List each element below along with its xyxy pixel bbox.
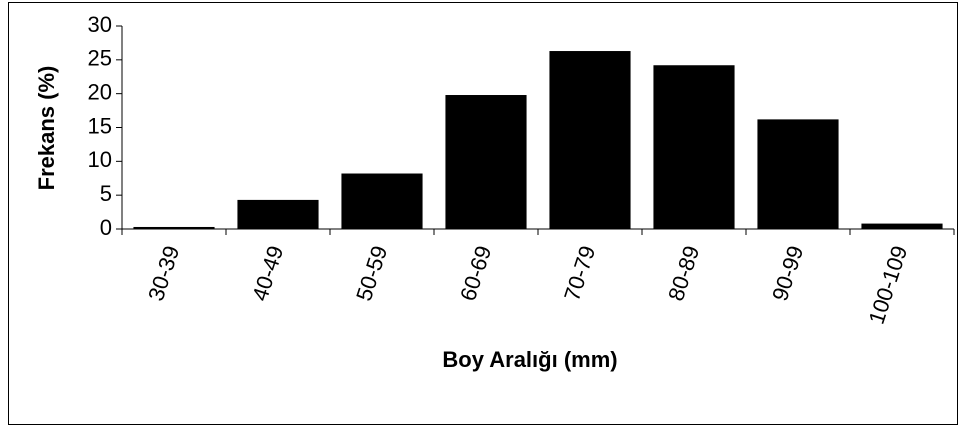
x-axis-title: Boy Aralığı (mm) xyxy=(442,347,617,372)
y-tick-label: 15 xyxy=(88,113,112,138)
bar xyxy=(445,95,527,230)
y-axis-title: Frekans (%) xyxy=(34,66,59,191)
bar xyxy=(237,199,319,229)
bar xyxy=(341,173,423,229)
bar xyxy=(653,65,735,229)
y-tick-label: 20 xyxy=(88,79,112,104)
y-tick-label: 10 xyxy=(88,147,112,172)
bar xyxy=(757,119,839,229)
y-tick-label: 30 xyxy=(88,12,112,37)
y-tick-label: 0 xyxy=(100,215,112,240)
y-tick-label: 5 xyxy=(100,181,112,206)
bar xyxy=(861,223,943,229)
y-tick-label: 25 xyxy=(88,46,112,71)
bar xyxy=(133,226,215,229)
bar xyxy=(549,51,631,229)
